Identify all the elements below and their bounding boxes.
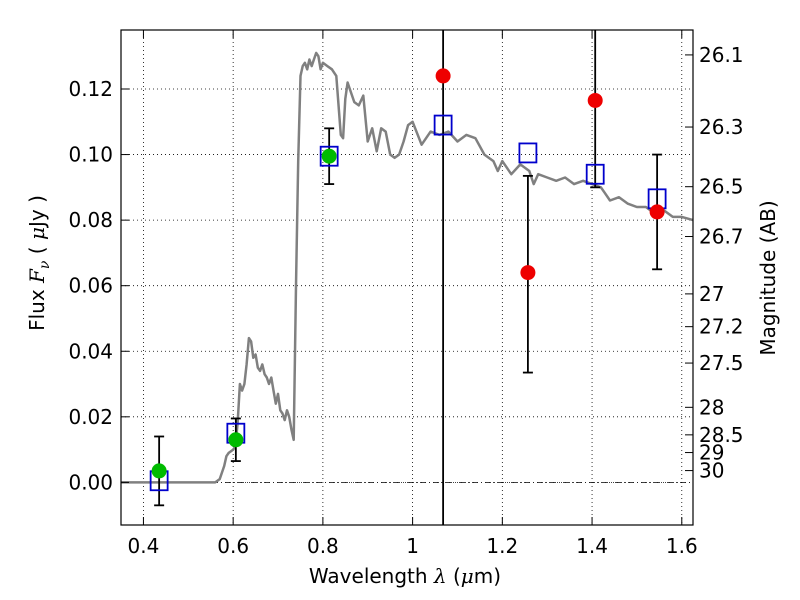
data-points xyxy=(151,68,665,479)
y2-tick-label: 26.7 xyxy=(699,225,744,249)
y2-tick-label: 27.5 xyxy=(699,351,744,375)
y-tick-label: 0.10 xyxy=(68,143,113,167)
y2-tick-label: 26.1 xyxy=(699,43,744,67)
spectrum-line xyxy=(121,51,694,484)
y-tick-label: 0.02 xyxy=(68,405,113,429)
y2-tick-label: 30 xyxy=(699,459,724,483)
y2-tick-label: 26.3 xyxy=(699,115,744,139)
non-detection-point xyxy=(587,92,603,108)
y-tick-label: 0.08 xyxy=(68,208,113,232)
y2-tick-label: 27.2 xyxy=(699,315,744,339)
grid xyxy=(121,30,693,525)
plot-frame xyxy=(120,29,694,526)
y2-axis-title: Magnitude (AB) xyxy=(756,200,780,355)
y-tick-label: 0.06 xyxy=(68,274,113,298)
x-tick-label: 0.8 xyxy=(307,534,339,558)
x-tick-label: 0.6 xyxy=(217,534,249,558)
model-photometry-square xyxy=(518,142,538,164)
x-tick-label: 1.2 xyxy=(486,534,518,558)
non-detection-point xyxy=(649,204,665,220)
x-tick-label: 1.4 xyxy=(576,534,608,558)
detection-point xyxy=(321,148,337,164)
model-spectrum xyxy=(121,51,694,484)
y2-tick-label: 28.5 xyxy=(699,423,744,447)
y-axis-title: Flux Fν ( μJy ) xyxy=(25,195,53,331)
y-tick-label: 0.00 xyxy=(68,470,113,494)
y2-tick-label: 28 xyxy=(699,395,724,419)
axis-ticks: 0.4 0.6 0.8 1 1.2 1.4 1.6 0.00 0.02 0.04 0.06 0.08 0… xyxy=(68,30,744,558)
model-photometry-square xyxy=(433,114,453,136)
x-tick-label: 1.6 xyxy=(666,534,698,558)
y2-tick-label: 26.5 xyxy=(699,175,744,199)
model-photometry-square xyxy=(585,163,605,185)
x-axis-title: Wavelength λ (μm) xyxy=(309,564,501,588)
detection-point xyxy=(228,432,244,448)
y-tick-label: 0.04 xyxy=(68,339,113,363)
y2-tick-label: 27 xyxy=(699,282,724,306)
non-detection-point xyxy=(435,68,451,84)
model-photometry-square xyxy=(319,145,339,167)
y-tick-label: 0.12 xyxy=(68,77,113,101)
x-tick-label: 1 xyxy=(406,534,419,558)
y2-tick-label: 29 xyxy=(699,441,724,465)
x-tick-label: 0.4 xyxy=(128,534,160,558)
non-detection-point xyxy=(520,265,536,281)
plot-background xyxy=(121,30,693,525)
detection-point xyxy=(151,463,167,479)
